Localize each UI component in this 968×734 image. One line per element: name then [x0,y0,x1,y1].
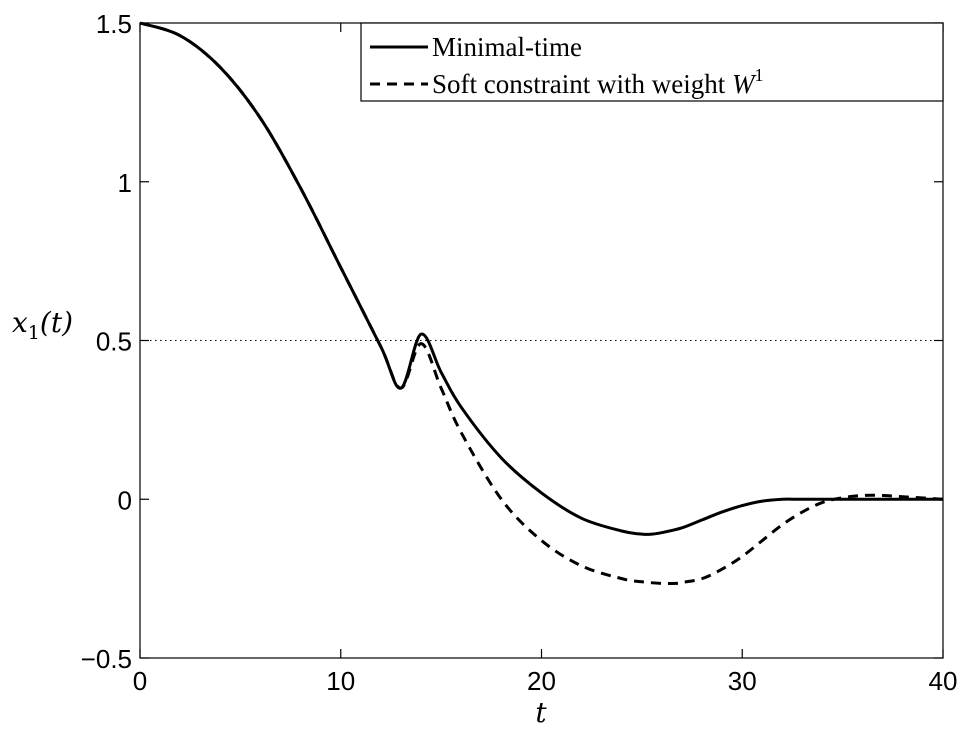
legend-label-soft-constraint: Soft constraint with weight W1 [432,65,763,99]
y-axis-label-argument: (t) [40,306,73,339]
y-tick-label: 0.5 [96,327,132,357]
x-tick-label: 30 [728,666,757,696]
y-tick-label: −0.5 [81,644,132,674]
x-tick-label: 40 [929,666,958,696]
legend-label-soft-constraint-text: Soft constraint with weight [432,69,732,99]
x-tick-label: 10 [326,666,355,696]
series-line-minimal-time [139,21,943,536]
series-line-soft-constraint [139,21,944,586]
legend-label-minimal-time: Minimal-time [432,32,582,62]
legend-label-weight-symbol: W [732,69,757,99]
legend: Minimal-time Soft constraint with weight… [360,22,944,102]
y-tick-label: 1 [118,168,132,198]
series-layer [139,21,944,586]
x-axis-label: t [535,696,547,729]
x-tick-label: 0 [133,666,147,696]
y-axis-label: x1(t) [12,306,73,344]
x-tick-label: 20 [527,666,556,696]
y-tick-label: 1.5 [96,9,132,39]
legend-box [360,22,944,102]
y-axis-ticks: −0.5 0 0.5 1 1.5 [81,9,943,674]
legend-label-weight-superscript: 1 [754,65,763,85]
y-axis-label-symbol: x [12,306,28,339]
y-tick-label: 0 [118,485,132,515]
x-axis-ticks: 0 10 20 30 40 [133,23,958,696]
y-axis-label-subscript: 1 [28,322,40,344]
